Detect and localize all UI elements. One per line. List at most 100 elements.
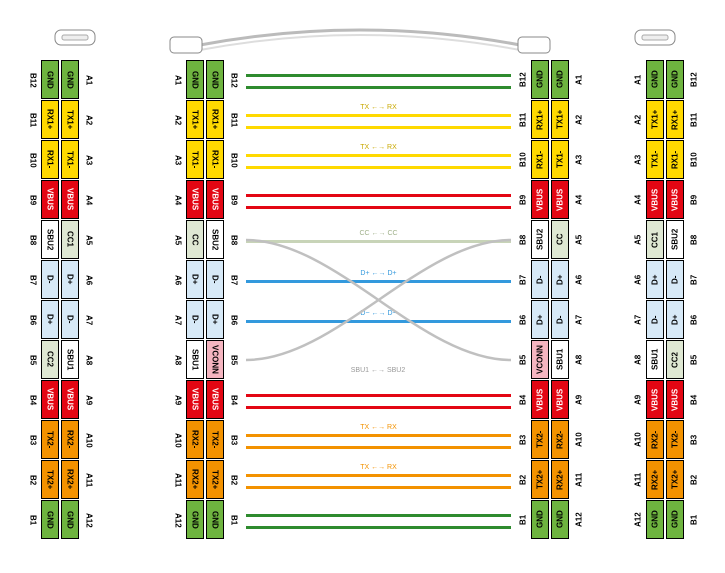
pin-gnd: GND [646, 60, 664, 99]
pin-rx2-minusplus: RX2+ [646, 460, 664, 499]
pin-gnd: GND [206, 500, 224, 539]
wire [246, 394, 511, 397]
pin-label: B8 [515, 220, 531, 260]
pin-tx1-minus: TX1- [186, 140, 204, 179]
pin-label: B5 [226, 340, 242, 380]
pin-label: A12 [81, 500, 97, 540]
pin-label: B10 [686, 140, 702, 180]
pin-vbus: VBUS [186, 180, 204, 219]
pin-label: A12 [571, 500, 587, 540]
pin-gnd: GND [61, 500, 79, 539]
pin-cc1: CC1 [646, 220, 664, 259]
pin-gnd: GND [41, 60, 59, 99]
pin-label: B10 [515, 140, 531, 180]
wire [246, 486, 511, 489]
pin-vbus: VBUS [206, 380, 224, 419]
pin-tx1-minus: TX1- [61, 140, 79, 179]
pin-label: A8 [571, 340, 587, 380]
pin-label: B7 [686, 260, 702, 300]
wire-label: CC ←→ CC [359, 230, 397, 237]
pin-label: B12 [25, 60, 41, 100]
pin-label: A11 [170, 460, 186, 500]
pin-rx1-minusplus: RX1+ [206, 100, 224, 139]
pin-label: A4 [571, 180, 587, 220]
pin-label: B9 [226, 180, 242, 220]
pin-label: A8 [630, 340, 646, 380]
pin-label: A11 [81, 460, 97, 500]
pin-gnd: GND [206, 60, 224, 99]
pin-tx1-minus: TX1- [646, 140, 664, 179]
pin-label: A6 [571, 260, 587, 300]
pin-gnd: GND [531, 500, 549, 539]
pin-rx2-minusplus: RX2+ [186, 460, 204, 499]
wire: TX ←→ RX [246, 434, 511, 437]
pin-gnd: GND [646, 500, 664, 539]
pin-sbu2: SBU2 [206, 220, 224, 259]
pin-label: B3 [515, 420, 531, 460]
pin-d-minusplus: D+ [551, 260, 569, 299]
wire [246, 194, 511, 197]
pin-label: B12 [686, 60, 702, 100]
wire [246, 406, 511, 409]
pin-d-minusplus: D+ [646, 260, 664, 299]
pin-d-minus: D- [551, 300, 569, 339]
pin-tx2-minusplus: TX2+ [531, 460, 549, 499]
plug-outer-left [50, 25, 100, 50]
pin-label: A1 [81, 60, 97, 100]
pin-label: B3 [25, 420, 41, 460]
wire: D+ ←→ D+ [246, 280, 511, 283]
pin-label: B3 [226, 420, 242, 460]
pin-gnd: GND [551, 60, 569, 99]
plug-outer-right [630, 25, 680, 50]
pin-vbus: VBUS [531, 180, 549, 219]
wire-label: TX ←→ RX [360, 464, 397, 471]
pin-label: A2 [571, 100, 587, 140]
pin-label: B6 [226, 300, 242, 340]
pin-label: B7 [25, 260, 41, 300]
pin-d-minusplus: D+ [666, 300, 684, 339]
pin-cc2: CC2 [666, 340, 684, 379]
pin-gnd: GND [61, 60, 79, 99]
pin-label: B4 [226, 380, 242, 420]
pin-label: A7 [81, 300, 97, 340]
pin-d-minusplus: D+ [186, 260, 204, 299]
pin-label: B4 [25, 380, 41, 420]
pin-d-minus: D- [41, 260, 59, 299]
pin-label: B9 [25, 180, 41, 220]
pin-tx1-minusplus: TX1+ [61, 100, 79, 139]
pin-vconn: VCONN [531, 340, 549, 379]
labels-b: B12B11B10B9B8B7B6B5B4B3B2B1 [686, 60, 702, 540]
pin-label: A2 [81, 100, 97, 140]
pin-tx1-minusplus: TX1+ [551, 100, 569, 139]
pin-label: B2 [515, 460, 531, 500]
pin-label: B5 [25, 340, 41, 380]
pin-vbus: VBUS [551, 380, 569, 419]
pin-rx1-minusplus: RX1+ [41, 100, 59, 139]
pin-label: A7 [571, 300, 587, 340]
pin-label: A4 [170, 180, 186, 220]
wire: TX ←→ RX [246, 474, 511, 477]
wire-area: TX ←→ RXTX ←→ RXCC ←→ CCD+ ←→ D+D− ←→ D−… [246, 60, 511, 540]
pin-label: A11 [630, 460, 646, 500]
wire [246, 206, 511, 209]
pin-d-minus: D- [646, 300, 664, 339]
pin-d-minus: D- [531, 260, 549, 299]
pin-label: B5 [686, 340, 702, 380]
pin-sbu2: SBU2 [666, 220, 684, 259]
pin-label: B2 [226, 460, 242, 500]
pin-d-minus: D- [186, 300, 204, 339]
pin-tx2-minusplus: TX2+ [206, 460, 224, 499]
labels-a: A1A2A3A4A5A6A7A8A9A10A11A12 [81, 60, 97, 540]
pin-label: A10 [571, 420, 587, 460]
pin-tx2-minus: TX2- [531, 420, 549, 459]
wire [246, 166, 511, 169]
pin-sbu1: SBU1 [646, 340, 664, 379]
pin-d-minus: D- [206, 260, 224, 299]
pin-vbus: VBUS [206, 180, 224, 219]
pin-label: A2 [170, 100, 186, 140]
pin-d-minus: D- [666, 260, 684, 299]
pin-cc: CC [551, 220, 569, 259]
pin-label: A8 [81, 340, 97, 380]
pin-d-minusplus: D+ [531, 300, 549, 339]
pin-cc: CC [186, 220, 204, 259]
